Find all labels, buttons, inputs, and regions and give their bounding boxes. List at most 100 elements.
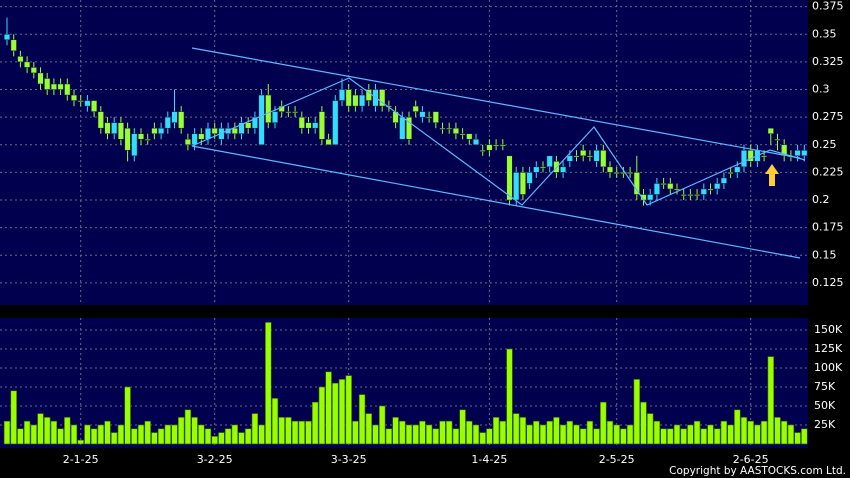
candle-body	[774, 138, 781, 141]
volume-bar	[278, 417, 285, 445]
candle-body	[667, 183, 674, 190]
volume-bar	[378, 405, 386, 445]
volume-bar	[526, 424, 533, 445]
candle-body	[600, 150, 607, 168]
candle-body	[184, 138, 191, 146]
volume-bar	[77, 439, 84, 445]
candle-body	[573, 155, 580, 158]
volume-bar	[419, 420, 426, 445]
volume-bar	[305, 420, 312, 445]
candle-body	[586, 155, 593, 158]
candle-body	[359, 94, 366, 107]
volume-bar	[198, 424, 205, 445]
y-tick-label: 0.225	[812, 165, 844, 178]
volume-bar	[358, 394, 366, 445]
candle-body	[472, 138, 480, 146]
volume-bar	[372, 424, 379, 445]
price-panel	[0, 0, 808, 305]
volume-bar	[660, 428, 667, 445]
volume-bar	[298, 420, 305, 445]
volume-bar	[218, 432, 225, 445]
volume-bar	[17, 428, 24, 445]
volume-bar	[385, 428, 393, 445]
volume-bar	[111, 432, 118, 445]
volume-bar	[559, 424, 567, 445]
volume-bar	[432, 428, 439, 445]
volume-bar	[713, 428, 721, 445]
volume-bar	[131, 428, 138, 445]
candle-body	[781, 144, 788, 157]
candle-body	[419, 111, 426, 118]
candle-body	[345, 89, 352, 107]
candle-body	[37, 72, 44, 85]
volume-bar	[144, 420, 151, 445]
candle-body	[77, 100, 84, 103]
candle-body	[653, 183, 660, 195]
candle-body	[680, 194, 687, 196]
candle-body	[352, 94, 359, 107]
y-tick-label: 0.15	[812, 248, 837, 261]
candle-body	[91, 100, 98, 112]
volume-bar	[258, 424, 265, 445]
candle-body	[700, 188, 707, 195]
candle-body	[794, 150, 801, 157]
volume-bar	[794, 432, 801, 445]
volume-bar	[492, 417, 500, 445]
volume-bar	[231, 424, 238, 445]
candle-body	[258, 94, 265, 146]
volume-bar	[553, 417, 560, 445]
volume-bar	[104, 420, 111, 445]
candle-body	[17, 56, 24, 63]
volume-bar	[787, 424, 795, 445]
candle-body	[238, 122, 245, 134]
volume-bar	[211, 436, 218, 445]
volume-bar	[50, 420, 58, 445]
volume-bar	[586, 420, 594, 445]
y-tick-label: 0.325	[812, 55, 844, 68]
volume-bar	[573, 424, 580, 445]
volume-bar	[747, 420, 754, 445]
candle-body	[325, 138, 332, 146]
candle-body	[198, 133, 205, 140]
volume-bar	[157, 428, 165, 445]
candle-body	[57, 83, 64, 90]
candle-body	[3, 34, 11, 41]
candle-body	[412, 105, 419, 112]
candle-body	[305, 122, 312, 129]
volume-bar	[774, 417, 781, 445]
candle-body	[171, 111, 178, 123]
volume-bar	[700, 428, 708, 445]
candle-body	[539, 166, 547, 169]
volume-bar	[3, 420, 11, 445]
volume-bar	[117, 424, 125, 445]
candle-body	[124, 127, 131, 151]
volume-bar	[754, 424, 761, 445]
volume-bar	[546, 420, 553, 445]
volume-bar	[459, 409, 466, 445]
copyright: Copyright by AASTOCKS.com Ltd.	[669, 465, 846, 477]
candle-body	[292, 111, 299, 114]
candle-body	[533, 166, 540, 173]
volume-bar	[151, 432, 158, 445]
volume-bar	[579, 428, 587, 445]
volume-bar	[512, 413, 520, 445]
y-tick-label: 0.3	[812, 83, 830, 96]
candle-body	[647, 194, 654, 201]
x-tick-label: 3-3-25	[331, 453, 367, 466]
volume-bar	[499, 420, 506, 445]
volume-bar	[23, 420, 31, 445]
candle-body	[801, 150, 808, 157]
y-tick-label: 150K	[814, 323, 843, 336]
candle-body	[767, 127, 774, 134]
volume-bar	[566, 420, 574, 445]
candle-body	[137, 133, 145, 140]
volume-bar	[613, 424, 620, 445]
volume-bar	[265, 322, 272, 445]
candle-body	[694, 194, 701, 196]
volume-bar	[204, 428, 212, 445]
volume-bar	[439, 420, 446, 445]
candle-body	[566, 155, 573, 162]
volume-bar	[318, 386, 326, 445]
candle-body	[747, 150, 754, 162]
